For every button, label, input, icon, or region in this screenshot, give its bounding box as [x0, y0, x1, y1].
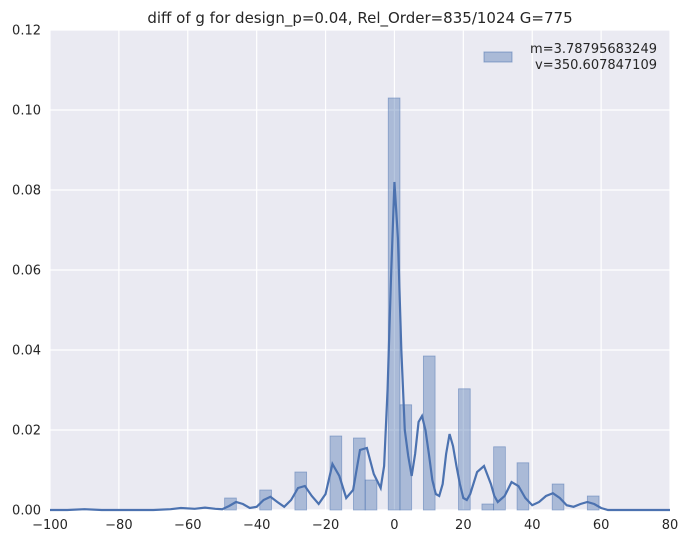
- x-tick-label: 60: [593, 518, 610, 533]
- histogram-bar: [329, 435, 343, 511]
- legend: m=3.78795683249 v=350.607847109: [483, 42, 657, 73]
- y-tick-label: 0.08: [12, 184, 41, 199]
- x-tick-label: −80: [105, 518, 132, 533]
- y-tick-label: 0.00: [12, 504, 41, 519]
- histogram-bar: [364, 479, 378, 511]
- y-tick-label: 0.10: [12, 104, 41, 119]
- x-tick-label: −60: [174, 518, 201, 533]
- x-tick-label: −100: [32, 518, 68, 533]
- chart-title: diff of g for design_p=0.04, Rel_Order=8…: [147, 9, 572, 28]
- x-tick-label: −40: [243, 518, 270, 533]
- y-tick-label: 0.12: [12, 24, 41, 39]
- histogram-bar: [458, 388, 471, 511]
- histogram-bar: [422, 355, 436, 511]
- histogram-bar: [294, 471, 308, 511]
- y-tick-label: 0.04: [12, 344, 41, 359]
- x-tick-label: 80: [662, 518, 679, 533]
- x-tick-label: −20: [312, 518, 339, 533]
- y-tick-label: 0.06: [12, 264, 41, 279]
- x-tick-labels: −100 −80 −60 −40 −20 0 20 40 60 80: [32, 518, 678, 533]
- legend-label-mean: m=3.78795683249: [530, 42, 657, 57]
- y-tick-label: 0.02: [12, 424, 41, 439]
- histogram-bar: [399, 404, 413, 511]
- legend-swatch: [483, 51, 513, 63]
- x-tick-label: 20: [455, 518, 472, 533]
- x-tick-label: 40: [524, 518, 541, 533]
- kde-line: [50, 181, 670, 512]
- histogram-bar: [493, 446, 506, 511]
- histogram-bar: [353, 437, 366, 511]
- y-tick-labels: 0.00 0.02 0.04 0.06 0.08 0.10 0.12: [12, 24, 41, 519]
- histogram-bar: [481, 503, 495, 511]
- legend-label-variance: v=350.607847109: [535, 58, 657, 73]
- x-tick-label: 0: [390, 518, 398, 533]
